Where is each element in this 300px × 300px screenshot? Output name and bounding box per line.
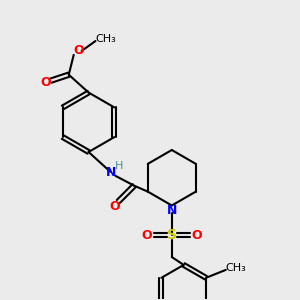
Text: O: O	[74, 44, 84, 57]
Text: O: O	[142, 229, 152, 242]
Text: H: H	[115, 161, 124, 171]
Text: N: N	[167, 204, 177, 217]
Text: S: S	[167, 228, 177, 242]
Text: N: N	[106, 166, 116, 179]
Text: O: O	[109, 200, 120, 213]
Text: CH₃: CH₃	[95, 34, 116, 44]
Text: O: O	[41, 76, 51, 89]
Text: O: O	[191, 229, 202, 242]
Text: CH₃: CH₃	[225, 263, 246, 273]
